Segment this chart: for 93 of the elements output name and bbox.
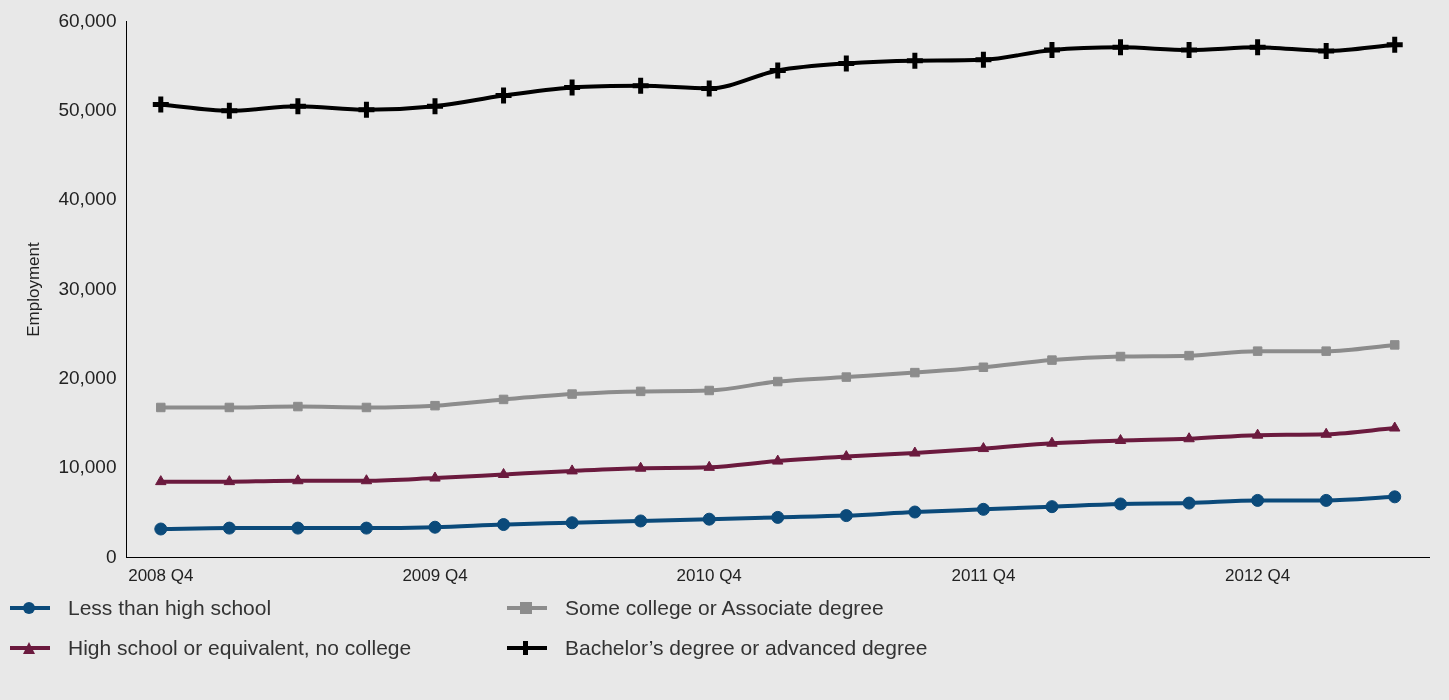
point — [1045, 500, 1059, 514]
point — [218, 100, 240, 122]
point — [1114, 434, 1127, 445]
point — [1041, 39, 1063, 61]
x-tick-label: 2012 Q4 — [1225, 566, 1291, 586]
y-tick-label: 50,000 — [58, 99, 117, 120]
legend-label: High school or equivalent, no college — [68, 636, 412, 660]
point — [976, 502, 990, 516]
point — [355, 99, 377, 121]
y-tick-label: 20,000 — [58, 367, 117, 389]
point — [359, 521, 373, 535]
point — [1251, 493, 1265, 507]
point — [771, 510, 785, 524]
y-tick-label: 30,000 — [58, 277, 117, 299]
point — [773, 376, 783, 387]
point — [772, 454, 784, 465]
y-tick-label: 0 — [105, 545, 117, 567]
point — [424, 95, 446, 117]
point — [1184, 350, 1194, 361]
point — [635, 386, 646, 397]
point — [497, 518, 511, 532]
point — [361, 402, 372, 413]
point — [1178, 39, 1200, 61]
point — [223, 475, 236, 486]
x-tick-label: 2011 Q4 — [951, 566, 1016, 586]
point — [1321, 346, 1331, 356]
point — [150, 94, 172, 116]
y-tick-label: 10,000 — [58, 456, 117, 478]
point — [1114, 497, 1128, 511]
legend-label: Bachelor’s degree or advanced degree — [565, 636, 928, 660]
point — [1252, 346, 1263, 356]
point — [360, 474, 373, 485]
legend-label: Some college or Associate degree — [565, 596, 884, 620]
x-tick-label: 2009 Q4 — [402, 566, 468, 586]
point — [767, 60, 789, 82]
point — [1320, 427, 1332, 438]
point — [1110, 36, 1132, 58]
point — [1047, 355, 1057, 365]
point — [561, 77, 583, 99]
y-axis-title: Employment — [23, 241, 43, 337]
point — [430, 400, 440, 411]
point — [1115, 351, 1126, 362]
point — [840, 450, 853, 461]
y-tick-label: 60,000 — [58, 9, 117, 31]
point — [910, 367, 920, 378]
point — [634, 514, 648, 528]
point — [291, 521, 305, 535]
point — [1046, 436, 1058, 447]
x-tick-label: 2008 Q4 — [128, 566, 194, 586]
point — [702, 512, 716, 526]
point — [1247, 36, 1269, 58]
point — [904, 50, 926, 72]
point — [155, 475, 167, 486]
point — [1183, 432, 1195, 443]
point — [498, 394, 509, 405]
point — [493, 85, 515, 107]
point — [292, 474, 304, 485]
point — [1389, 340, 1400, 350]
point — [835, 52, 857, 74]
y-tick-label: 40,000 — [58, 188, 117, 210]
point — [704, 385, 714, 396]
point — [839, 509, 853, 523]
point — [287, 95, 309, 117]
point — [908, 505, 922, 519]
point — [909, 446, 921, 457]
point — [703, 460, 715, 471]
point — [154, 522, 168, 536]
point — [630, 75, 652, 97]
point — [567, 389, 577, 399]
point — [841, 372, 852, 382]
point — [565, 516, 579, 530]
point — [972, 49, 994, 71]
point — [977, 442, 990, 453]
point — [497, 467, 510, 478]
point — [1388, 490, 1402, 504]
point — [1319, 493, 1333, 507]
point — [634, 461, 647, 472]
point — [222, 521, 236, 535]
point — [1182, 496, 1196, 510]
legend-label: Less than high school — [68, 596, 272, 620]
point — [978, 362, 989, 372]
point — [566, 464, 578, 475]
point — [293, 401, 303, 412]
point — [1315, 40, 1337, 62]
point — [698, 77, 720, 99]
point — [1251, 428, 1264, 439]
point — [1384, 34, 1406, 56]
point — [429, 471, 441, 482]
point — [224, 402, 235, 413]
point — [1389, 421, 1401, 432]
point — [428, 520, 442, 534]
point — [156, 402, 166, 413]
x-tick-label: 2010 Q4 — [676, 566, 742, 586]
